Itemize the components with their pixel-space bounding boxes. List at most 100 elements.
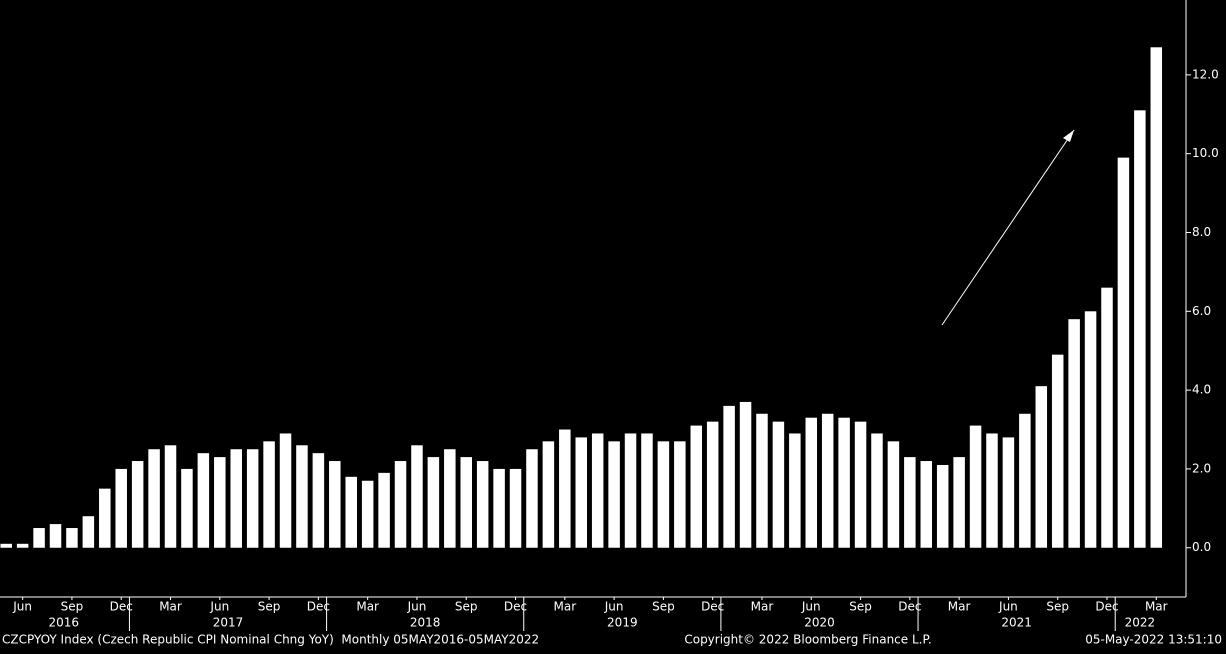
bar bbox=[789, 433, 801, 548]
y-tick-label: 4.0 bbox=[1192, 383, 1211, 397]
bar bbox=[329, 461, 341, 548]
x-tick-label: Sep bbox=[61, 600, 84, 614]
bar bbox=[624, 433, 637, 548]
bar bbox=[608, 441, 620, 548]
year-label: 2022 bbox=[1125, 616, 1156, 630]
bar bbox=[821, 413, 834, 548]
bar bbox=[756, 413, 768, 548]
footer-center: Copyright© 2022 Bloomberg Finance L.P. bbox=[684, 633, 931, 647]
bar bbox=[871, 433, 883, 548]
bar bbox=[690, 425, 703, 548]
y-tick-label: 0.0 bbox=[1192, 540, 1211, 554]
y-tick-label: 6.0 bbox=[1192, 304, 1211, 318]
bar bbox=[953, 457, 965, 548]
bar bbox=[854, 421, 867, 548]
bar bbox=[82, 516, 95, 548]
bar bbox=[296, 445, 308, 548]
y-tick-label: 12.0 bbox=[1192, 67, 1219, 81]
bar bbox=[1051, 354, 1064, 548]
bar bbox=[526, 449, 538, 548]
bar bbox=[559, 429, 571, 548]
bar bbox=[394, 461, 407, 548]
bar bbox=[476, 461, 489, 548]
year-label: 2019 bbox=[607, 616, 638, 630]
bar bbox=[460, 457, 472, 548]
x-tick-label: Jun bbox=[209, 600, 229, 614]
arrow bbox=[941, 129, 1075, 326]
bar bbox=[230, 449, 242, 548]
bar bbox=[16, 543, 29, 548]
bar bbox=[706, 421, 719, 548]
bar bbox=[1068, 319, 1080, 548]
x-tick-label: Mar bbox=[1145, 600, 1168, 614]
bar bbox=[493, 468, 505, 548]
bar bbox=[509, 468, 522, 548]
x-tick-label: Dec bbox=[307, 600, 330, 614]
x-tick-label: Dec bbox=[1095, 600, 1118, 614]
x-tick-label: Jun bbox=[998, 600, 1018, 614]
bar bbox=[246, 449, 259, 548]
bar bbox=[591, 433, 604, 548]
x-tick-label: Mar bbox=[554, 600, 577, 614]
bar bbox=[1002, 437, 1015, 548]
year-label: 2021 bbox=[1001, 616, 1032, 630]
bar bbox=[131, 461, 144, 548]
bar bbox=[181, 468, 193, 548]
bar bbox=[279, 433, 292, 548]
y-tick-label: 10.0 bbox=[1192, 146, 1219, 160]
year-label: 2018 bbox=[410, 616, 441, 630]
bar bbox=[263, 441, 275, 548]
bar bbox=[723, 405, 735, 548]
bar bbox=[411, 445, 423, 548]
bar bbox=[986, 433, 998, 548]
arrow-head bbox=[1063, 130, 1074, 142]
bar bbox=[49, 524, 62, 548]
bar bbox=[657, 441, 670, 548]
x-tick-label: Sep bbox=[455, 600, 478, 614]
bar bbox=[1084, 311, 1097, 548]
x-tick-label: Dec bbox=[110, 600, 133, 614]
bar bbox=[115, 468, 127, 548]
bar bbox=[164, 445, 177, 548]
bar bbox=[197, 453, 210, 548]
bar bbox=[772, 421, 785, 548]
year-label: 2017 bbox=[213, 616, 244, 630]
x-tick-label: Sep bbox=[1046, 600, 1069, 614]
bar bbox=[674, 441, 686, 548]
bar bbox=[0, 543, 12, 548]
year-label: 2016 bbox=[48, 616, 79, 630]
x-tick-label: Jun bbox=[604, 600, 624, 614]
bar bbox=[99, 488, 111, 548]
bar bbox=[641, 433, 653, 548]
bar bbox=[739, 401, 752, 548]
bar bbox=[1035, 386, 1048, 548]
bar bbox=[542, 441, 555, 548]
bar bbox=[969, 425, 982, 548]
bar bbox=[148, 449, 160, 548]
x-tick-label: Mar bbox=[159, 600, 182, 614]
bar bbox=[1101, 287, 1113, 548]
bar bbox=[214, 457, 226, 548]
bar bbox=[361, 480, 374, 548]
footer-right: 05-May-2022 13:51:10 bbox=[1085, 633, 1222, 647]
y-tick-label: 8.0 bbox=[1192, 225, 1211, 239]
x-tick-label: Jun bbox=[12, 600, 32, 614]
bar bbox=[1117, 157, 1130, 548]
x-tick-label: Sep bbox=[849, 600, 872, 614]
x-tick-label: Dec bbox=[701, 600, 724, 614]
bar bbox=[427, 457, 440, 548]
x-tick-label: Dec bbox=[898, 600, 921, 614]
x-tick-label: Sep bbox=[258, 600, 281, 614]
year-label: 2020 bbox=[804, 616, 835, 630]
x-tick-label: Sep bbox=[652, 600, 675, 614]
bar bbox=[312, 453, 325, 548]
bar bbox=[575, 437, 588, 548]
bar bbox=[66, 528, 78, 548]
bar bbox=[1134, 110, 1146, 548]
x-tick-label: Mar bbox=[948, 600, 971, 614]
x-tick-label: Mar bbox=[356, 600, 379, 614]
bar bbox=[805, 417, 818, 548]
bar bbox=[33, 528, 45, 548]
